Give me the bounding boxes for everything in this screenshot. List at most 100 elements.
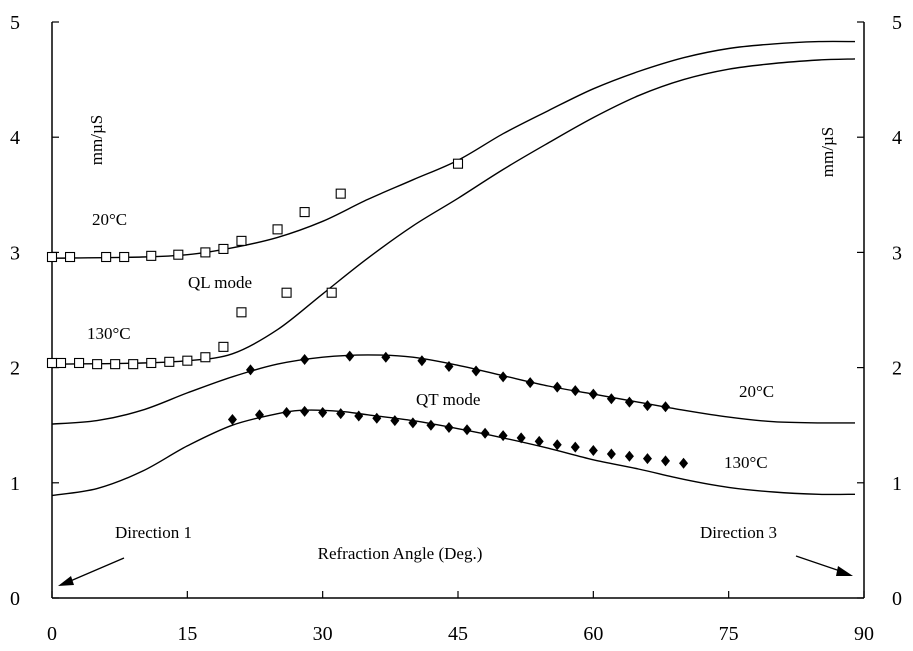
direction-3-label: Direction 3 <box>700 523 777 542</box>
direction-1-label: Direction 1 <box>115 523 192 542</box>
diamond-marker <box>642 400 652 412</box>
diamond-marker <box>588 388 598 400</box>
x-axis-label: Refraction Angle (Deg.) <box>318 544 483 563</box>
y-tick-label-left: 2 <box>10 358 20 380</box>
y-tick-label-left: 5 <box>10 12 20 34</box>
y-tick-label-right: 2 <box>892 358 902 380</box>
diamond-marker <box>480 427 490 439</box>
diamond-marker <box>624 450 634 462</box>
direction-1-arrow <box>58 557 125 586</box>
diamond-marker <box>661 455 671 467</box>
y-axis-label-left: mm/µS <box>87 115 106 165</box>
y-tick-label-left: 0 <box>10 588 20 610</box>
data-markers <box>46 158 689 469</box>
square-marker <box>272 224 283 235</box>
axes <box>51 22 865 599</box>
diamond-marker <box>372 412 382 424</box>
square-marker <box>101 251 112 263</box>
diamond-marker <box>426 419 436 431</box>
diamond-marker <box>354 410 364 422</box>
diamond-marker <box>471 365 481 377</box>
y-tick-label-right: 4 <box>892 127 902 149</box>
diamond-marker <box>444 422 454 434</box>
diamond-marker <box>300 405 310 417</box>
diamond-marker <box>552 381 562 393</box>
qt-mode-label: QT mode <box>416 390 480 409</box>
square-marker <box>46 251 58 263</box>
y-axis-label-right: mm/µS <box>818 127 837 177</box>
diamond-marker <box>300 354 310 366</box>
diamond-marker <box>417 355 427 367</box>
y-tick-label-right: 3 <box>892 242 902 264</box>
square-marker <box>218 341 229 352</box>
square-marker <box>200 247 211 258</box>
y-tick-label-right: 0 <box>892 588 902 610</box>
y-tick-label-left: 1 <box>10 473 20 495</box>
diamond-marker <box>282 407 292 419</box>
diamond-marker <box>534 435 544 447</box>
square-marker <box>326 287 337 298</box>
fit-curves <box>51 40 856 497</box>
diamond-marker <box>498 430 508 442</box>
square-marker <box>200 352 211 363</box>
direction-3-arrow <box>795 555 853 576</box>
square-marker <box>55 357 67 369</box>
diamond-marker <box>381 351 391 363</box>
ticks: 0 01 12 23 34 45 50 15 30 45 60 75 90 <box>10 12 902 645</box>
x-tick-label: 75 <box>719 623 739 645</box>
diamond-marker <box>642 453 652 465</box>
diamond-marker <box>245 364 255 376</box>
diamond-marker <box>318 407 328 419</box>
diamond-marker <box>444 360 454 372</box>
y-tick-label-left: 3 <box>10 242 20 264</box>
curve-ql-20 <box>51 40 856 259</box>
square-marker <box>299 207 310 218</box>
x-tick-label: 45 <box>448 623 468 645</box>
ql-20c-label: 20°C <box>92 210 127 229</box>
curve-ql-130 <box>51 58 856 365</box>
curve-qt-130 <box>51 409 856 497</box>
x-tick-label: 30 <box>313 623 333 645</box>
square-marker <box>452 158 464 169</box>
square-marker <box>218 243 229 254</box>
square-marker <box>281 287 292 298</box>
square-marker <box>173 249 184 260</box>
qt-20c-label: 20°C <box>739 382 774 401</box>
x-tick-label: 60 <box>583 623 603 645</box>
diamond-marker <box>227 413 237 425</box>
diamond-marker <box>552 439 562 451</box>
square-marker <box>236 307 247 318</box>
diamond-marker <box>525 377 535 389</box>
x-tick-label: 0 <box>47 623 57 645</box>
diamond-marker <box>516 432 526 444</box>
diamond-marker <box>390 415 400 427</box>
diamond-marker <box>588 445 598 457</box>
diamond-marker <box>624 396 634 408</box>
diamond-marker <box>570 385 580 397</box>
diamond-marker <box>570 441 580 453</box>
ql-mode-label: QL mode <box>188 273 252 292</box>
square-marker <box>146 250 157 261</box>
diamond-marker <box>498 371 508 383</box>
diamond-marker <box>661 401 671 413</box>
ql-130c-label: 130°C <box>87 324 131 343</box>
diamond-marker <box>408 417 418 429</box>
y-tick-label-left: 4 <box>10 127 20 149</box>
diamond-marker <box>606 448 616 460</box>
square-marker <box>119 251 130 263</box>
square-marker <box>74 357 85 369</box>
square-marker <box>236 235 247 246</box>
x-tick-label: 15 <box>177 623 197 645</box>
curve-qt-20 <box>51 354 856 425</box>
y-tick-label-right: 5 <box>892 12 902 34</box>
qt-130c-label: 130°C <box>724 453 768 472</box>
square-marker <box>146 357 157 369</box>
diamond-marker <box>255 409 265 421</box>
diamond-marker <box>462 424 472 436</box>
square-marker <box>335 188 346 199</box>
diamond-marker <box>679 457 689 469</box>
y-tick-label-right: 1 <box>892 473 902 495</box>
x-tick-label: 90 <box>854 623 874 645</box>
square-marker <box>164 356 175 367</box>
